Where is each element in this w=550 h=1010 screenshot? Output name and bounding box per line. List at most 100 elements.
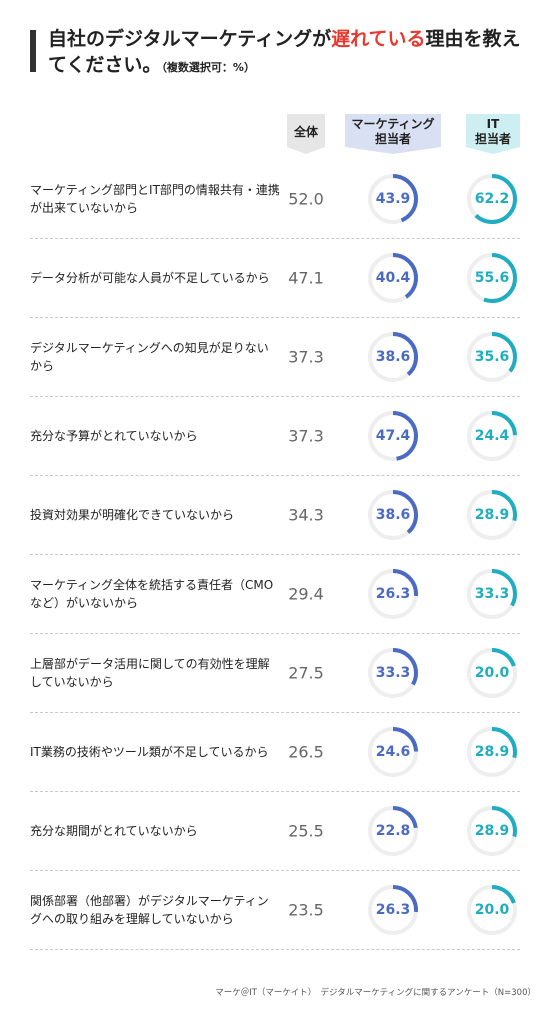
- row-label: 関係部署（他部署）がデジタルマーケティングへの取り組みを理解していないから: [30, 894, 269, 926]
- marketing-ring: 38.6: [366, 488, 420, 542]
- marketing-value: 24.6: [375, 744, 411, 760]
- table-row: IT業務の技術やツール類が不足しているから 26.5 24.6 28.9: [30, 713, 520, 792]
- row-all-value: 34.3: [288, 505, 324, 525]
- it-ring-arc: [467, 569, 517, 619]
- it-ring-arc: [467, 411, 517, 461]
- it-ring-svg: [467, 490, 517, 540]
- marketing-ring: 22.8: [366, 804, 420, 858]
- marketing-value: 38.6: [375, 507, 411, 523]
- row-label: マーケティング全体を統括する責任者（CMOなど）がいないから: [30, 578, 274, 610]
- row-all-value: 52.0: [288, 189, 324, 209]
- column-header-it-line2: 担当者: [474, 132, 511, 146]
- marketing-ring-arc: [368, 490, 418, 540]
- marketing-value: 40.4: [375, 270, 411, 286]
- it-ring-arc: [467, 253, 517, 303]
- marketing-ring-svg: [368, 569, 418, 619]
- it-value: 20.0: [474, 902, 510, 918]
- it-ring-arc: [467, 332, 517, 382]
- marketing-ring-arc: [368, 648, 418, 698]
- column-header-it-tab: [466, 114, 520, 154]
- marketing-ring: 43.9: [366, 172, 420, 226]
- row-label: 充分な期間がとれていないから: [30, 824, 198, 838]
- it-ring: 28.9: [465, 725, 519, 779]
- it-ring-arc: [467, 174, 517, 224]
- it-ring-svg: [467, 569, 517, 619]
- source-footer: マーケ＠IT（マーケイト） デジタルマーケティングに関するアンケート（N=300…: [215, 988, 536, 998]
- it-value: 28.9: [474, 507, 510, 523]
- row-label: デジタルマーケティングへの知見が足りないから: [30, 341, 269, 373]
- it-value: 55.6: [474, 270, 510, 286]
- it-ring-arc: [467, 885, 517, 935]
- marketing-ring: 24.6: [366, 725, 420, 779]
- row-label: データ分析が可能な人員が不足しているから: [30, 271, 270, 285]
- marketing-ring-arc: [368, 885, 418, 935]
- row-all-value: 23.5: [288, 900, 324, 920]
- it-ring: 33.3: [465, 567, 519, 621]
- marketing-ring-svg: [368, 411, 418, 461]
- table-row: デジタルマーケティングへの知見が足りないから 37.3 38.6 35.6: [30, 318, 520, 397]
- row-all-value: 37.3: [288, 426, 324, 446]
- marketing-ring-svg: [368, 648, 418, 698]
- marketing-value: 22.8: [375, 823, 411, 839]
- it-ring-svg: [467, 332, 517, 382]
- it-ring-svg: [467, 648, 517, 698]
- row-all-value: 27.5: [288, 663, 324, 683]
- it-ring: 55.6: [465, 251, 519, 305]
- it-ring-svg: [467, 727, 517, 777]
- it-ring-arc: [467, 806, 517, 856]
- marketing-value: 47.4: [375, 428, 411, 444]
- it-ring: 28.9: [465, 804, 519, 858]
- column-header-marketing-line2: 担当者: [374, 132, 411, 146]
- marketing-value: 26.3: [375, 902, 411, 918]
- it-ring: 20.0: [465, 883, 519, 937]
- it-ring-arc: [467, 727, 517, 777]
- column-header-it: IT 担当者: [466, 114, 520, 154]
- column-header-all-tab: [287, 114, 325, 154]
- it-ring-arc: [467, 490, 517, 540]
- row-all-value: 26.5: [288, 742, 324, 762]
- it-ring-svg: [467, 806, 517, 856]
- table-row: 充分な期間がとれていないから 25.5 22.8 28.9: [30, 792, 520, 871]
- marketing-ring-svg: [368, 885, 418, 935]
- it-ring: 35.6: [465, 330, 519, 384]
- column-header-marketing-line1: マーケティング: [351, 117, 435, 131]
- marketing-ring: 47.4: [366, 409, 420, 463]
- it-ring: 20.0: [465, 646, 519, 700]
- column-header-all: 全体: [287, 114, 325, 154]
- table-row: データ分析が可能な人員が不足しているから 47.1 40.4 55.6: [30, 239, 520, 318]
- column-header-marketing-tab: [345, 114, 441, 154]
- marketing-ring-svg: [368, 490, 418, 540]
- it-ring-svg: [467, 174, 517, 224]
- it-value: 35.6: [474, 349, 510, 365]
- title-note: （複数選択可：%）: [161, 61, 255, 74]
- marketing-ring-svg: [368, 253, 418, 303]
- marketing-value: 43.9: [375, 191, 411, 207]
- table-row: 上層部がデータ活用に関しての有効性を理解していないから 27.5 33.3 20.0: [30, 634, 520, 713]
- it-value: 20.0: [474, 665, 510, 681]
- title-accent-bar: [30, 30, 36, 72]
- row-label: 充分な予算がとれていないから: [30, 429, 198, 443]
- marketing-ring-svg: [368, 727, 418, 777]
- table-row: マーケティング部門とIT部門の情報共有・連携が出来ていないから 52.0 43.9 6…: [30, 160, 520, 239]
- column-header-all-label: 全体: [293, 125, 318, 139]
- marketing-ring-arc: [368, 411, 418, 461]
- column-header-marketing: マーケティング 担当者: [345, 114, 441, 154]
- table-row: 投資対効果が明確化できていないから 34.3 38.6 28.9: [30, 476, 520, 555]
- marketing-ring: 40.4: [366, 251, 420, 305]
- table-row: マーケティング全体を統括する責任者（CMOなど）がいないから 29.4 26.3 33…: [30, 555, 520, 634]
- row-label: 投資対効果が明確化できていないから: [30, 508, 235, 522]
- marketing-ring-arc: [368, 727, 418, 777]
- row-all-value: 37.3: [288, 347, 324, 367]
- marketing-ring: 38.6: [366, 330, 420, 384]
- title-part1: 自社のデジタルマーケティングが: [48, 28, 332, 50]
- it-ring-svg: [467, 253, 517, 303]
- it-value: 28.9: [474, 744, 510, 760]
- marketing-ring: 26.3: [366, 883, 420, 937]
- marketing-ring-arc: [368, 332, 418, 382]
- it-ring: 28.9: [465, 488, 519, 542]
- it-ring-arc: [467, 648, 517, 698]
- it-value: 33.3: [474, 586, 510, 602]
- it-value: 28.9: [474, 823, 510, 839]
- row-label: マーケティング部門とIT部門の情報共有・連携が出来ていないから: [30, 183, 280, 215]
- column-header-it-line1: IT: [486, 117, 500, 131]
